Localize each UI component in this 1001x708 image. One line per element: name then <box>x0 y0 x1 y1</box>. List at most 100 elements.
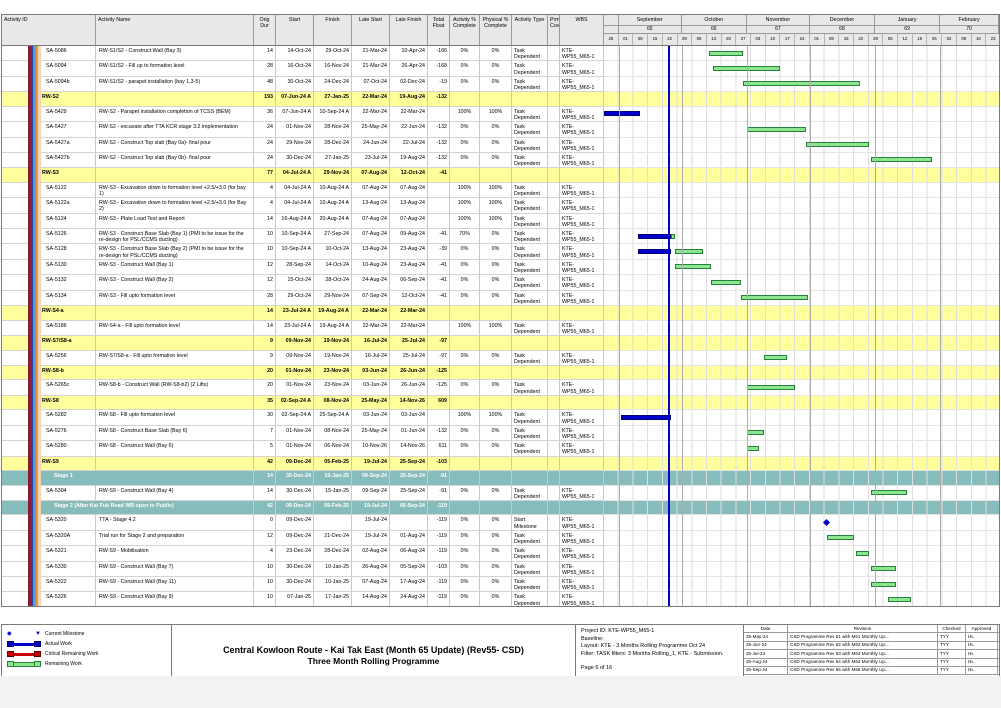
actual-work-bar[interactable] <box>637 248 672 254</box>
remaining-work-bar[interactable] <box>856 550 869 556</box>
week-start-label[interactable]: 01 <box>619 34 634 45</box>
week-start-label[interactable]: 26 <box>927 34 943 45</box>
summary-row[interactable]: RW-S4-a 14 23-Jul-24 A 19-Aug-24 A 22-Mar-24… <box>2 306 999 321</box>
summary-row[interactable]: RW-S2 193 07-Jun-24 A 27-Jan-25 22-Mar-24 19-… <box>2 92 999 107</box>
remaining-work-bar[interactable] <box>870 490 907 496</box>
column-header-fl[interactable]: Total Float <box>428 15 450 45</box>
activity-row[interactable]: SA-5427b RW-S2 - Construct Top slab (Bay … <box>2 152 999 169</box>
remaining-work-bar[interactable] <box>709 50 743 56</box>
remaining-work-bar[interactable] <box>675 264 712 270</box>
activity-row[interactable]: SA-5124 RW-S3 - Plate Load Test and Repor… <box>2 213 999 230</box>
activity-row[interactable]: SA-5256 RW-S7/S8-a - Fill upto formation … <box>2 350 999 366</box>
week-start-label[interactable]: 09 <box>957 34 972 45</box>
revision-row[interactable]: 25-Jun-24 CSD Programme Rev 52 with M62 M… <box>744 641 999 651</box>
remaining-work-bar[interactable] <box>746 445 760 451</box>
week-start-label[interactable]: 10 <box>766 34 781 45</box>
revision-row[interactable]: 25-Sep-24 CSD Programme Rev 55 with M65 M… <box>744 666 999 676</box>
column-header-fi[interactable]: Finish <box>314 15 352 45</box>
column-header-nm[interactable]: Activity Name <box>96 15 254 45</box>
week-start-label[interactable]: 05 <box>883 34 899 45</box>
activity-row[interactable]: SA-5122a RW-S3 - Excavation down to forma… <box>2 198 999 214</box>
activity-row[interactable]: SA-5134 RW-S3 - Fill upto formation level… <box>2 290 999 307</box>
week-start-label[interactable]: 22 <box>854 34 869 45</box>
column-header-lf[interactable]: Late Finish <box>390 15 428 45</box>
week-start-label[interactable]: 12 <box>898 34 913 45</box>
remaining-work-bar[interactable] <box>870 157 932 163</box>
week-start-label[interactable]: 25 <box>604 34 619 45</box>
activity-row[interactable]: SA-5086 RW-S1/S2 - Construct Wall (Bay 3)… <box>2 46 999 62</box>
week-start-label[interactable]: 03 <box>751 34 766 45</box>
remaining-work-bar[interactable] <box>742 81 861 87</box>
actual-work-bar[interactable] <box>620 414 672 420</box>
activity-row[interactable]: SA-5330 RW-S9 - Construct Wall (Bay 7) 10 3… <box>2 561 999 578</box>
remaining-work-bar[interactable] <box>671 233 676 239</box>
activity-row[interactable]: SA-5322 RW-S9 - Construct Wall (Bay 11) 10… <box>2 577 999 593</box>
remaining-work-bar[interactable] <box>763 355 787 360</box>
activity-row[interactable]: SA-5130 RW-S3 - Construct Wall (Bay 1) 12 2… <box>2 259 999 276</box>
summary-row[interactable]: RW-S8-b 20 01-Nov-24 23-Nov-24 03-Jun-24 26-J… <box>2 365 999 381</box>
week-start-label[interactable]: 20 <box>722 34 737 45</box>
week-start-label[interactable]: 17 <box>780 34 796 45</box>
week-start-label[interactable]: 08 <box>825 34 840 45</box>
activity-row[interactable]: SA-5320 TTA - Stage 4.2 0 09-Dec-24 19-Jul-2… <box>2 515 999 531</box>
activity-row[interactable]: SA-5128 RW-S3 - Construct Base Slab (Bay … <box>2 244 999 260</box>
column-header-ls[interactable]: Late Start <box>352 15 390 45</box>
week-start-label[interactable]: 01 <box>810 34 825 45</box>
column-header-pp[interactable]: Physical % Complete <box>480 15 512 45</box>
week-start-label[interactable]: 13 <box>707 34 722 45</box>
summary-row[interactable]: RW-S3 77 04-Jul-24 A 29-Nov-24 07-Aug-24 12-O… <box>2 168 999 183</box>
revision-row[interactable]: 25-Aug-24 CSD Programme Rev 54 with M64 M… <box>744 658 999 667</box>
week-start-label[interactable]: 02 <box>942 34 957 45</box>
column-header-pc[interactable]: Prmu Cover <box>548 15 560 45</box>
activity-row[interactable]: SA-5094b RW-S1/S2 - parapet installation … <box>2 76 999 93</box>
activity-row[interactable]: SA-5126 RW-S3 - Construct Base Slab (Bay … <box>2 229 999 245</box>
activity-row[interactable]: SA-5429 RW-S2 - Parapet installation comp… <box>2 106 999 123</box>
week-start-label[interactable]: 15 <box>648 34 663 45</box>
revision-row[interactable]: 25-May-24 CSD Programme Rev 51 with M61 M… <box>744 633 999 642</box>
activity-row[interactable]: SA-5427a RW-S2 - Construct Top slab (Bay … <box>2 137 999 153</box>
remaining-work-bar[interactable] <box>805 142 869 148</box>
week-start-label[interactable]: 22 <box>663 34 678 45</box>
remaining-work-bar[interactable] <box>826 535 855 541</box>
activity-row[interactable]: SA-5427 RW-S2 - excavate after TTA KCR st… <box>2 122 999 138</box>
remaining-work-bar[interactable] <box>740 295 808 301</box>
activity-row[interactable]: SA-5276 RW-S8 - Construct Base Slab (Bay … <box>2 425 999 442</box>
week-start-label[interactable]: 29 <box>678 34 693 45</box>
remaining-work-bar[interactable] <box>746 126 806 132</box>
summary-row[interactable]: RW-S9 42 09-Dec-24 05-Feb-25 19-Jul-24 25-Sep… <box>2 456 999 472</box>
week-start-label[interactable]: 15 <box>839 34 854 45</box>
activity-row[interactable]: SA-5280 RW-S8 - Construct Wall (Bay 6) 5 01… <box>2 441 999 457</box>
week-start-label[interactable]: 08 <box>633 34 649 45</box>
column-header-du[interactable]: Orig Dur <box>254 15 276 45</box>
activity-row[interactable]: SA-5321 RW-S9 - Mobilisation 4 23-Dec-24 28-… <box>2 546 999 562</box>
week-start-label[interactable]: 06 <box>692 34 707 45</box>
activity-row[interactable]: SA-5282 RW-S8 - Fill upto formation level… <box>2 410 999 426</box>
week-start-label[interactable]: 23 <box>986 34 999 45</box>
week-start-label[interactable]: 24 <box>795 34 810 45</box>
week-start-label[interactable]: 19 <box>913 34 928 45</box>
activity-row[interactable]: SA-5320A Trial run for Stage 2 and prepar… <box>2 530 999 547</box>
actual-work-bar[interactable] <box>637 233 672 239</box>
remaining-work-bar[interactable] <box>887 596 911 602</box>
column-header-ap[interactable]: Activity % Complete <box>450 15 480 45</box>
column-header-wb[interactable]: WBS <box>560 15 604 45</box>
column-header-st[interactable]: Start <box>276 15 314 45</box>
remaining-work-bar[interactable] <box>675 248 703 254</box>
actual-work-bar[interactable] <box>604 111 640 117</box>
activity-row[interactable]: SA-5326 RW-S9 - Construct Wall (Bay 9) 10 0… <box>2 592 999 606</box>
week-start-label[interactable]: 16 <box>972 34 987 45</box>
revision-row[interactable]: 25-Jul-24 CSD Programme Rev 53 with M63 M… <box>744 650 999 659</box>
stage-band-row[interactable]: Stage 2 (After Kai Fuk Road WB open to P… <box>2 500 999 516</box>
remaining-work-bar[interactable] <box>746 384 796 390</box>
remaining-work-bar[interactable] <box>870 581 897 587</box>
milestone-diamond[interactable] <box>823 518 831 526</box>
summary-row[interactable]: RW-S8 35 02-Sep-24 A 08-Nov-24 25-May-24 14-N… <box>2 395 999 411</box>
activity-row[interactable]: SA-5304 RW-S9 - Construct Wall (Bay 4) 14 3… <box>2 485 999 501</box>
column-header-id[interactable]: Activity ID <box>2 15 96 45</box>
activity-row[interactable]: SA-5186 RW-S4-a - Fill upto formation lev… <box>2 320 999 336</box>
activity-row[interactable]: SA-5122 RW-S3 - Excavation down to format… <box>2 182 999 199</box>
week-start-label[interactable]: 27 <box>736 34 752 45</box>
column-header-ty[interactable]: Activity Type <box>512 15 548 45</box>
activity-row[interactable]: SA-5094 RW-S1/S2 - Fill up to formation l… <box>2 61 999 77</box>
summary-row[interactable]: RW-S7/S8-a 9 09-Nov-24 19-Nov-24 16-Jul-24 25… <box>2 336 999 351</box>
